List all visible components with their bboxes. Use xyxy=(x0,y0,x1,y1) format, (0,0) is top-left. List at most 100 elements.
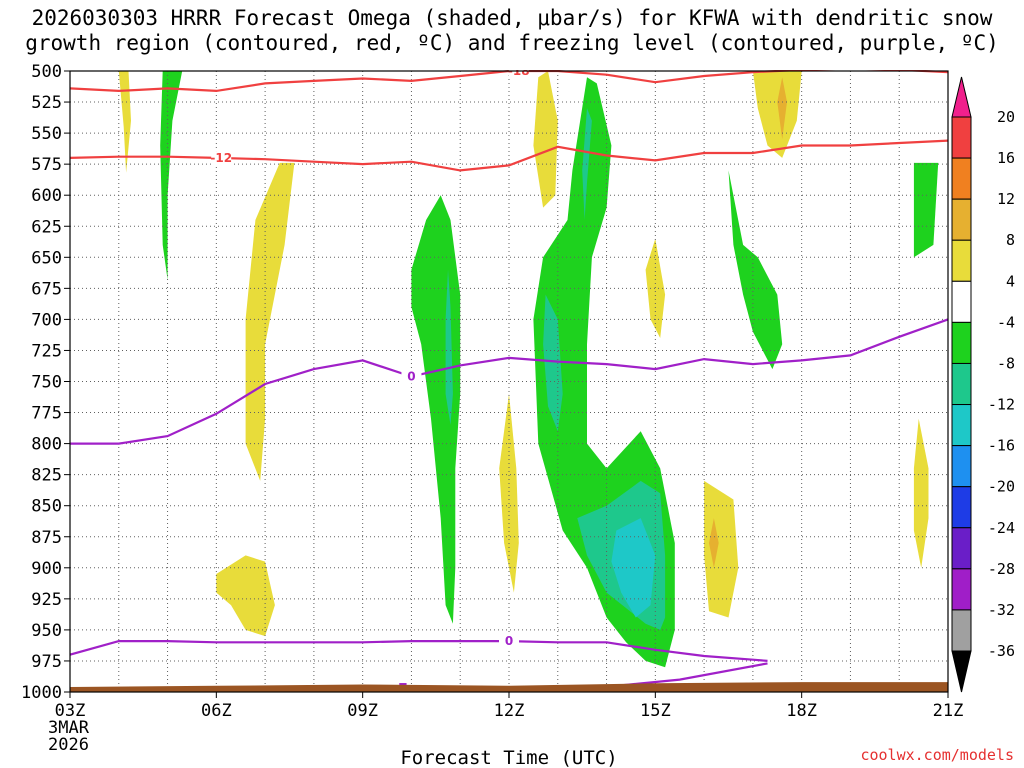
x-tick-label-06Z: 06Z xyxy=(201,701,232,721)
y-tick-label-725: 725 xyxy=(31,341,62,361)
contour-freezing_lower xyxy=(70,640,768,662)
omega-region-teal-col-14z xyxy=(582,108,592,220)
omega-region-yellow-col-13z-top xyxy=(533,71,558,208)
contour-label-bg-dgz_minus12 xyxy=(211,151,232,166)
colorbar-label-13: -36 xyxy=(988,642,1015,660)
y-tick-label-800: 800 xyxy=(31,435,62,455)
credit-text: coolwx.com/models xyxy=(860,746,1014,764)
colorbar-bin-3 xyxy=(951,239,972,282)
omega-region-teal-tower-10z xyxy=(445,269,453,425)
x-axis-title: Forecast Time (UTC) xyxy=(400,747,617,768)
y-tick-label-750: 750 xyxy=(31,373,62,393)
y-tick-label-900: 900 xyxy=(31,559,62,579)
omega-region-yellow-col-15z xyxy=(645,238,666,338)
colorbar-bin-9 xyxy=(951,486,972,529)
colorbar-label-4: 4 xyxy=(1006,272,1015,290)
omega-shading-layer xyxy=(118,71,939,668)
x-tick-label-09Z: 09Z xyxy=(347,701,378,721)
colorbar-bin-10 xyxy=(951,527,972,570)
y-tick-label-950: 950 xyxy=(31,621,62,641)
colorbar-bin-11 xyxy=(951,568,972,611)
y-tick-label-675: 675 xyxy=(31,279,62,299)
y-tick-label-525: 525 xyxy=(31,93,62,113)
colorbar-bin-1 xyxy=(951,157,972,200)
y-tick-label-550: 550 xyxy=(31,124,62,144)
colorbar-bin-0 xyxy=(951,116,972,159)
colorbar-label-7: -12 xyxy=(988,396,1015,414)
omega-region-orange-col-17z-top xyxy=(777,77,787,140)
y-tick-label-625: 625 xyxy=(31,217,62,237)
y-tick-label-850: 850 xyxy=(31,497,62,517)
x-date-label-1: 2026 xyxy=(48,735,89,755)
colorbar-bin-6 xyxy=(951,362,972,406)
plot-area xyxy=(70,71,948,692)
contour-label-bg-freezing_lower xyxy=(499,634,519,649)
chart-title: 2026030303 HRRR Forecast Omega (shaded, … xyxy=(0,6,1024,56)
x-tick-label-21Z: 21Z xyxy=(933,701,964,721)
x-tick-label-12Z: 12Z xyxy=(494,701,525,721)
x-tick-label-15Z: 15Z xyxy=(640,701,671,721)
colorbar-label-11: -28 xyxy=(988,560,1015,578)
omega-region-green-col-05z xyxy=(160,71,183,280)
contour-label-freezing_upper: 0 xyxy=(407,370,415,384)
contour-label-dgz_minus18: -18 xyxy=(508,64,530,78)
omega-region-yellow-col-12z xyxy=(499,393,519,593)
y-tick-label-1000: 1000 xyxy=(21,683,62,703)
y-tick-label-650: 650 xyxy=(31,248,62,268)
colorbar-bin-5 xyxy=(951,321,972,364)
colorbar-label-5: -4 xyxy=(997,313,1015,331)
colorbar-bin-4 xyxy=(951,280,972,323)
contour-label-freezing_lower: 0 xyxy=(505,634,513,648)
contour-label-bg-dgz_minus18 xyxy=(508,70,529,78)
colorbar-label-0: 20 xyxy=(997,108,1015,126)
omega-region-yellow-col-17z-top xyxy=(752,71,802,158)
colorbar-bin-2 xyxy=(951,198,972,241)
x-date-label-0: 3MAR xyxy=(48,718,90,738)
colorbar-label-6: -8 xyxy=(997,354,1015,372)
chart-title-line1: 2026030303 HRRR Forecast Omega (shaded, … xyxy=(31,6,993,30)
y-tick-label-575: 575 xyxy=(31,155,62,175)
terrain-layer xyxy=(70,682,948,692)
y-tick-label-825: 825 xyxy=(31,466,62,486)
omega-region-orange-spot-16z xyxy=(709,518,719,568)
axes: 500 525 550 575 600 625 650 675 700 725 750 775 800 8… xyxy=(21,62,963,755)
omega-region-yellow-col-20z xyxy=(913,418,929,568)
y-tick-label-600: 600 xyxy=(31,186,62,206)
omega-region-yellow-col-04z xyxy=(118,71,131,173)
contour-label-bg-freezing_upper xyxy=(401,369,422,384)
contour-label-dgz_minus12: -12 xyxy=(210,151,232,165)
colorbar-label-10: -24 xyxy=(988,519,1015,537)
colorbar: 20 16 12 8 4 -4 -8 -12 -16 -20 -24 -28 -32 -36 xyxy=(951,76,1015,693)
x-tick-label-03Z: 03Z xyxy=(55,701,86,721)
omega-region-cyan-region-15z xyxy=(611,518,656,618)
chart-title-line2: growth region (contoured, red, ºC) and f… xyxy=(25,31,999,55)
omega-region-yellow-blob-16z xyxy=(704,480,739,618)
y-tick-label-700: 700 xyxy=(31,310,62,330)
colorbar-label-12: -32 xyxy=(988,601,1015,619)
colorbar-bin-12 xyxy=(951,609,972,652)
omega-region-green-col-20z xyxy=(913,162,939,258)
x-tick-label-18Z: 18Z xyxy=(786,701,817,721)
colorbar-bin-7 xyxy=(951,404,972,447)
contour-freezing_upper xyxy=(70,318,948,445)
omega-region-teal-col-13z xyxy=(543,294,563,432)
colorbar-label-2: 12 xyxy=(997,190,1015,208)
omega-region-yellow-col-07z xyxy=(245,162,295,481)
y-tick-label-925: 925 xyxy=(31,590,62,610)
colorbar-top-triangle xyxy=(951,76,972,118)
terrain-fill xyxy=(70,682,948,692)
colorbar-label-9: -20 xyxy=(988,478,1015,496)
y-tick-label-975: 975 xyxy=(31,652,62,672)
y-tick-label-875: 875 xyxy=(31,528,62,548)
colorbar-bin-8 xyxy=(951,445,972,488)
y-tick-label-500: 500 xyxy=(31,62,62,82)
omega-region-yellow-blob-06z xyxy=(216,555,275,637)
omega-region-green-col-16z xyxy=(728,170,783,370)
colorbar-label-3: 8 xyxy=(1006,231,1015,249)
colorbar-label-8: -16 xyxy=(988,437,1015,455)
colorbar-bottom-triangle xyxy=(951,650,972,693)
y-tick-label-775: 775 xyxy=(31,404,62,424)
plot-background xyxy=(70,71,948,692)
colorbar-label-1: 16 xyxy=(997,149,1015,167)
